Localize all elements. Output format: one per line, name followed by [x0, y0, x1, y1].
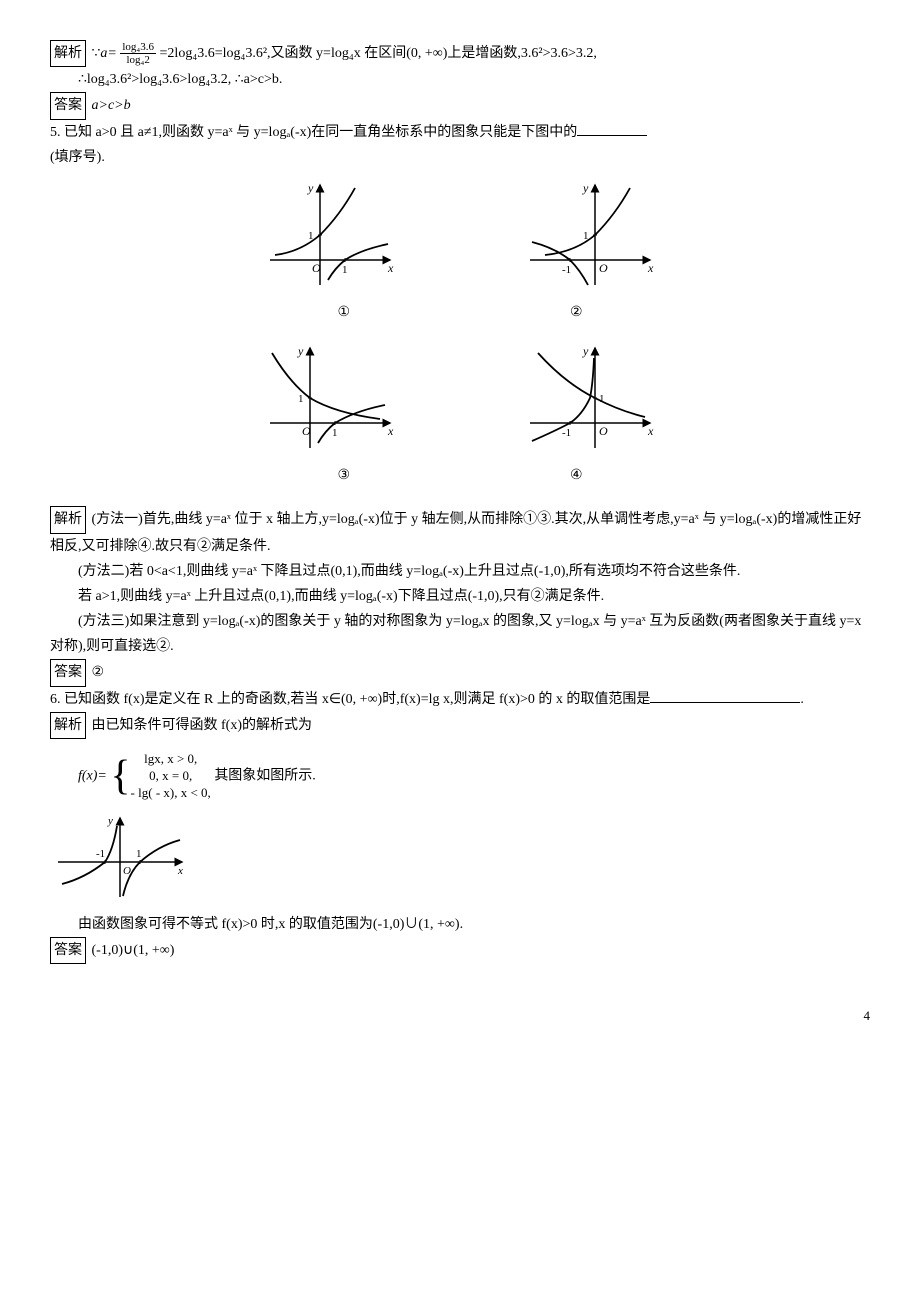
graph-2: O x y 1 -1: [520, 180, 660, 290]
svg-text:O: O: [599, 424, 608, 438]
label-analysis-5: 解析: [50, 506, 86, 533]
svg-text:y: y: [582, 344, 589, 358]
sol6-lead-text: 由已知条件可得函数 f(x)的解析式为: [92, 718, 313, 733]
q6-trail: .: [800, 692, 804, 707]
svg-text:1: 1: [298, 393, 304, 405]
svg-text:x: x: [387, 261, 394, 275]
case-3: - lg( - x), x < 0,: [131, 785, 211, 802]
q6-num: 6.: [50, 692, 61, 707]
svg-text:1: 1: [342, 264, 348, 276]
sol5-p1-text: (方法一)首先,曲线 y=aˣ 位于 x 轴上方,y=logₐ(-x)位于 y …: [50, 512, 861, 553]
a-eq: a=: [100, 46, 116, 61]
label-analysis-6: 解析: [50, 712, 86, 739]
graph-labels-1: ① ②: [50, 300, 870, 325]
answer-6: 答案 (-1,0)∪(1, +∞): [50, 937, 870, 964]
label-analysis: 解析: [50, 40, 86, 67]
sol5-p4: (方法三)如果注意到 y=logₐ(-x)的图象关于 y 轴的对称图象为 y=l…: [50, 609, 870, 659]
label-2: ②: [570, 300, 583, 325]
sol6-after: 其图象如图所示.: [214, 769, 316, 784]
svg-text:y: y: [307, 181, 314, 195]
svg-text:y: y: [582, 181, 589, 195]
svg-text:-1: -1: [562, 264, 571, 276]
graph-labels-2: ③ ④: [50, 463, 870, 488]
label-answer-5: 答案: [50, 659, 86, 686]
cases: lgx, x > 0, 0, x = 0, - lg( - x), x < 0,: [131, 751, 211, 802]
label-3: ③: [337, 463, 350, 488]
answer-1: 答案 a>c>b: [50, 92, 870, 119]
q5-text1: 已知 a>0 且 a≠1,则函数 y=aˣ 与 y=logₐ(-x)在同一直角坐…: [64, 125, 577, 140]
neg1-label: -1: [96, 848, 105, 860]
answer-1-text: a>c>b: [92, 98, 131, 113]
label-answer-6: 答案: [50, 937, 86, 964]
frac-den: log₄2: [120, 54, 156, 66]
svg-text:O: O: [302, 424, 311, 438]
label-1: ①: [337, 300, 350, 325]
graph-row-1: O x y 1 1 O x y 1 -1: [50, 180, 870, 290]
svg-text:-1: -1: [562, 427, 571, 439]
answer-5-text: ②: [92, 665, 105, 680]
graph-row-2: O x y 1 1 O x y 1 -1: [50, 343, 870, 453]
svg-text:x: x: [647, 261, 654, 275]
question-5: 5. 已知 a>0 且 a≠1,则函数 y=aˣ 与 y=logₐ(-x)在同一…: [50, 120, 870, 145]
svg-text:x: x: [387, 424, 394, 438]
graph-1: O x y 1 1: [260, 180, 400, 290]
case-1: lgx, x > 0,: [131, 751, 211, 768]
svg-text:y: y: [297, 344, 304, 358]
analysis-line-2: ∴log₄3.6²>log₄3.6>log₄3.2, ∴a>c>b.: [50, 67, 870, 92]
one-label: 1: [136, 848, 142, 860]
analysis-line-1: 解析 ∵a= log₄3.6 log₄2 =2log₄3.6=log₄3.6²,…: [50, 40, 870, 67]
frac-num: log₄3.6: [120, 41, 156, 54]
case-2: 0, x = 0,: [131, 768, 211, 785]
y-label: y: [107, 815, 113, 827]
sol5-p3: 若 a>1,则曲线 y=aˣ 上升且过点(0,1),而曲线 y=logₐ(-x)…: [50, 584, 870, 609]
q6-blank: [650, 688, 800, 703]
sol6-graph: O x y -1 1: [50, 812, 190, 902]
fx-label: f(x)=: [78, 769, 107, 784]
left-brace: {: [110, 755, 130, 797]
q5-num: 5.: [50, 125, 61, 140]
sol5-p1: 解析 (方法一)首先,曲线 y=aˣ 位于 x 轴上方,y=logₐ(-x)位于…: [50, 506, 870, 558]
fraction: log₄3.6 log₄2: [120, 41, 156, 66]
piecewise-fx: f(x)= { lgx, x > 0, 0, x = 0, - lg( - x)…: [78, 751, 870, 802]
svg-text:O: O: [599, 261, 608, 275]
q5-text2: (填序号).: [50, 145, 870, 170]
answer-6-text: (-1,0)∪(1, +∞): [92, 943, 175, 958]
label-answer: 答案: [50, 92, 86, 119]
q6-text: 已知函数 f(x)是定义在 R 上的奇函数,若当 x∈(0, +∞)时,f(x)…: [64, 692, 650, 707]
x-label: x: [177, 865, 183, 877]
q5-blank: [577, 121, 647, 136]
sol6-graph-wrap: O x y -1 1: [50, 812, 870, 902]
svg-text:1: 1: [332, 427, 338, 439]
sol5-p2: (方法二)若 0<a<1,则曲线 y=aˣ 下降且过点(0,1),而曲线 y=l…: [50, 559, 870, 584]
question-6: 6. 已知函数 f(x)是定义在 R 上的奇函数,若当 x∈(0, +∞)时,f…: [50, 687, 870, 712]
graph-4: O x y 1 -1: [520, 343, 660, 453]
line1-rest: =2log₄3.6=log₄3.6²,又函数 y=log₄x 在区间(0, +∞…: [160, 46, 597, 61]
graph-3: O x y 1 1: [260, 343, 400, 453]
label-4: ④: [570, 463, 583, 488]
svg-text:O: O: [312, 261, 321, 275]
page-number: 4: [50, 1004, 870, 1027]
sol6-tail: 由函数图象可得不等式 f(x)>0 时,x 的取值范围为(-1,0)∪(1, +…: [50, 912, 870, 937]
answer-5: 答案 ②: [50, 659, 870, 686]
svg-text:x: x: [647, 424, 654, 438]
sol6-lead: 解析 由已知条件可得函数 f(x)的解析式为: [50, 712, 870, 739]
